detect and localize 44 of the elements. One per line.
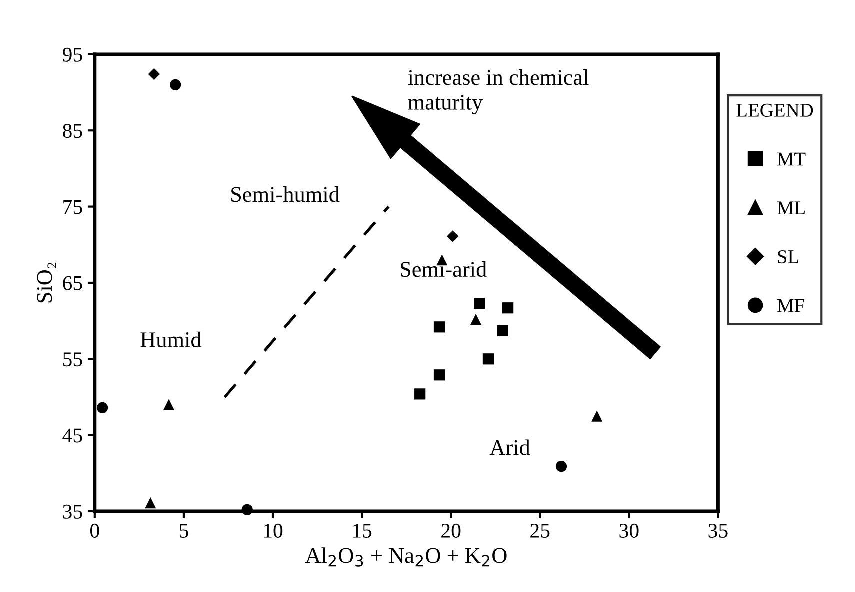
point	[148, 68, 160, 80]
legend-label: SL	[778, 250, 798, 264]
point	[145, 498, 156, 509]
text: Al$_{2}$O$_{3}$ + Na$_{2}$O + K$_{2}$O	[305, 548, 507, 567]
point	[163, 399, 175, 410]
point	[242, 504, 253, 516]
point	[482, 354, 494, 365]
point	[470, 314, 482, 326]
y-tick-label: 35	[63, 504, 82, 519]
y-axis-title: SiO₂	[37, 263, 56, 303]
x-tick-label: 10	[264, 524, 283, 538]
y-tick-label: 85	[63, 124, 82, 138]
annotation: Arid	[490, 440, 530, 456]
x-tick-label: 15	[353, 524, 372, 538]
point	[474, 298, 486, 310]
point	[592, 410, 603, 422]
y-tick-label: 45	[62, 428, 82, 443]
y-tick-label: 75	[64, 200, 82, 214]
annotation: Humid	[140, 332, 202, 348]
point	[502, 302, 514, 314]
point	[97, 402, 108, 414]
x-tick-label: 5	[180, 524, 188, 538]
point	[434, 370, 446, 381]
x-tick-label: 25	[530, 524, 550, 538]
x-tick-label: 20	[442, 524, 461, 538]
point	[446, 230, 459, 242]
x-tick-label: 0	[90, 524, 100, 538]
legend-label: ML	[777, 202, 805, 215]
annotation: increase in chemical maturity	[408, 70, 589, 115]
x-tick-label: 30	[620, 524, 639, 538]
y-tick-label: 65	[63, 276, 82, 290]
point	[170, 79, 182, 90]
point	[497, 325, 508, 337]
point	[556, 460, 568, 472]
y-tick-label: 95	[62, 48, 82, 62]
y-tick-label: 55	[63, 352, 82, 367]
annotation: Semi-arid	[401, 261, 487, 278]
point	[414, 388, 426, 400]
point	[434, 322, 446, 333]
legend-title: LEGEND	[736, 104, 814, 117]
legend-label: MF	[777, 300, 804, 312]
x-tick-label: 35	[708, 524, 728, 538]
annotation: Semi-humid	[232, 186, 340, 202]
legend-label: MT	[777, 152, 806, 166]
